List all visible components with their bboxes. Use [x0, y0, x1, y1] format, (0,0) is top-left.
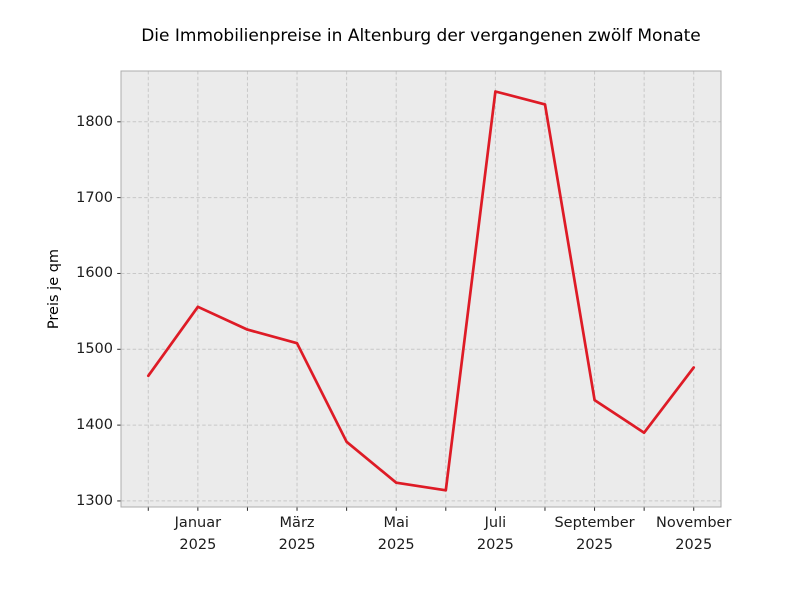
price-line — [146, 90, 696, 492]
x-tick-month: Januar — [174, 515, 222, 531]
x-tick-label: Januar 2025 — [143, 513, 253, 557]
x-tick-label: Mai 2025 — [341, 513, 451, 557]
y-tick-label: 1300 — [76, 492, 113, 509]
chart-title: Die Immobilienpreise in Altenburg der ve… — [141, 26, 701, 46]
y-tick-label: 1500 — [76, 341, 113, 358]
x-tick-year: 2025 — [576, 536, 613, 553]
x-tick-year: 2025 — [278, 536, 316, 553]
x-tick-month: September — [554, 515, 635, 531]
x-tick-year: 2025 — [476, 536, 514, 553]
x-tick-label: November 2025 — [639, 513, 749, 557]
x-tick-month: März — [279, 515, 315, 531]
x-tick-month: Mai — [383, 515, 409, 531]
x-tick-year: 2025 — [377, 536, 415, 553]
x-tick-label: März 2025 — [242, 513, 352, 557]
y-tick-label: 1700 — [76, 189, 113, 206]
y-tick-label: 1800 — [76, 113, 113, 130]
x-tick-month: November — [656, 515, 732, 531]
plot-border — [120, 70, 722, 508]
x-tick-month: Juli — [484, 515, 507, 531]
x-tick-year: 2025 — [179, 536, 217, 553]
x-tick-label: Juli 2025 — [440, 513, 550, 557]
y-tick-label: 1400 — [76, 417, 113, 434]
x-tick-label: September 2025 — [540, 513, 650, 557]
y-tick-label: 1600 — [76, 265, 113, 282]
plot-background — [121, 71, 721, 507]
x-tick-year: 2025 — [675, 536, 713, 553]
